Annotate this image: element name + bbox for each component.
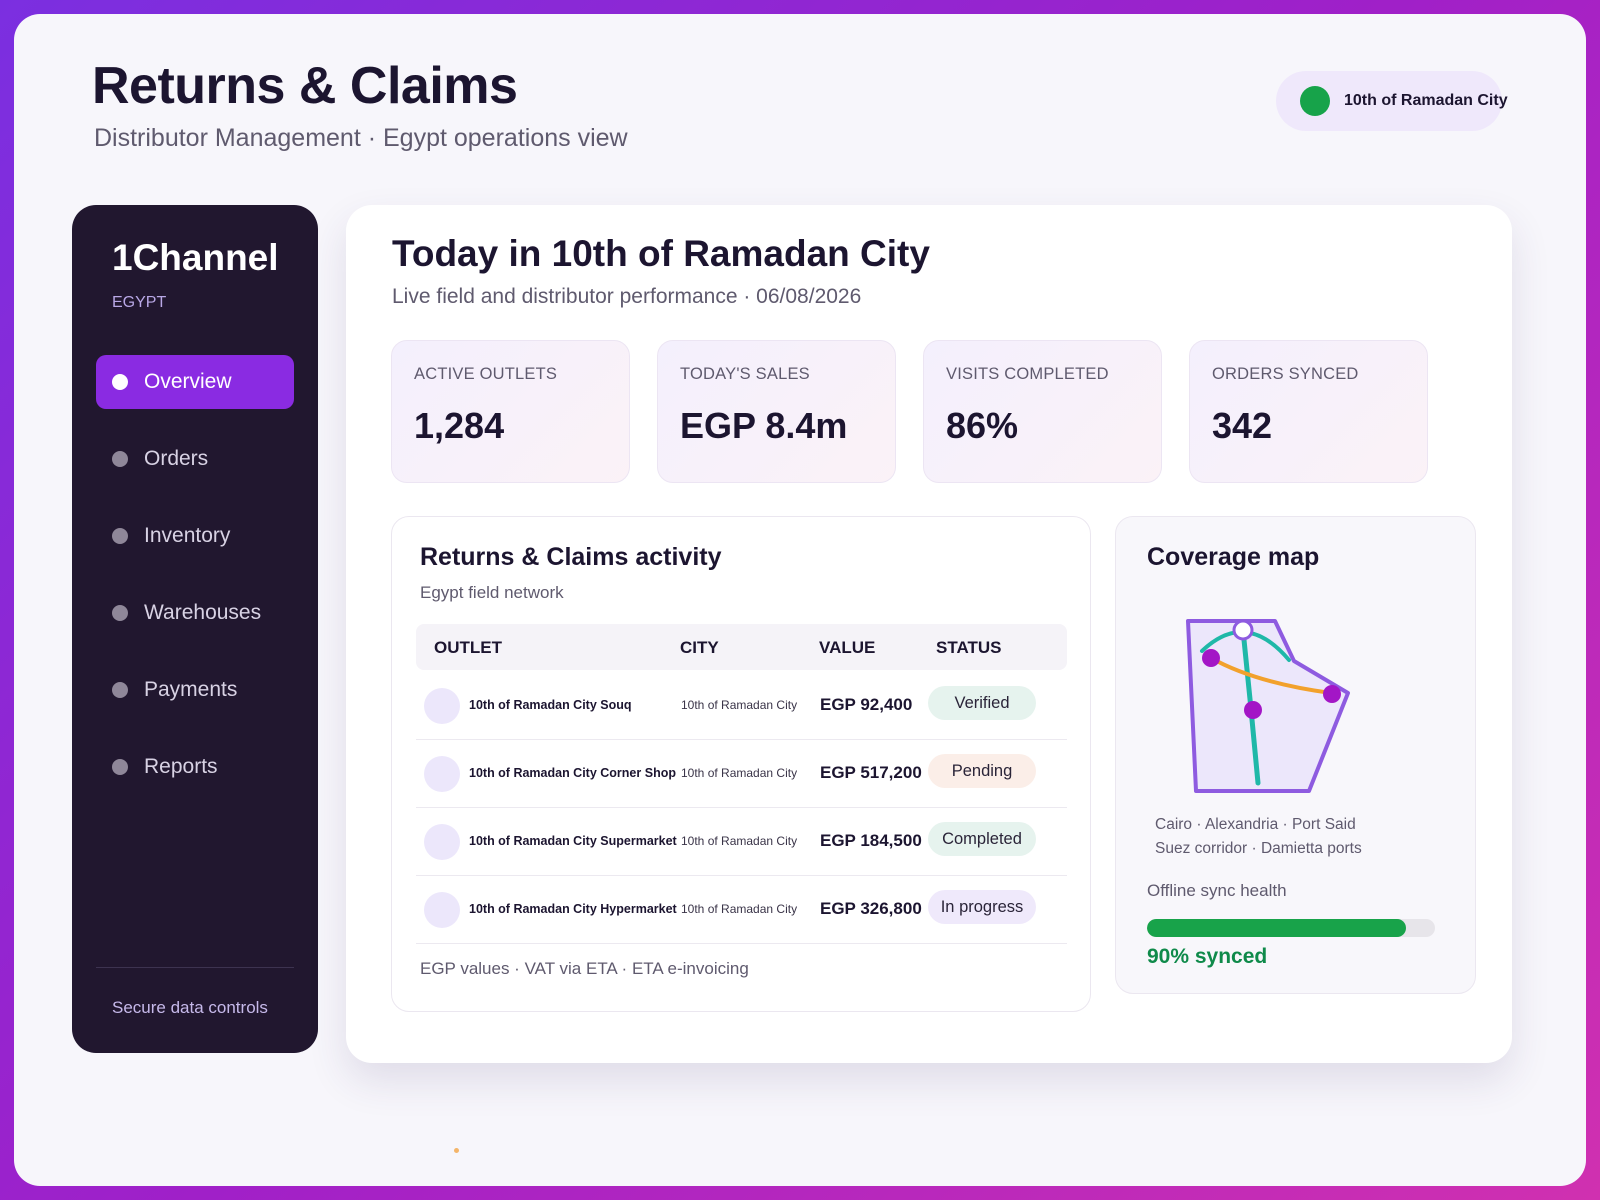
outlet-value: EGP 92,400 xyxy=(820,695,913,714)
sidebar-item-label: Inventory xyxy=(144,524,231,547)
kpi-card-visits-completed: VISITS COMPLETED 86% xyxy=(923,340,1162,483)
sidebar-item-inventory[interactable]: Inventory xyxy=(96,509,294,563)
kpi-row: ACTIVE OUTLETS 1,284 TODAY'S SALES EGP 8… xyxy=(391,340,1455,483)
outlet-name: 10th of Ramadan City Corner Shop xyxy=(469,766,676,780)
table-row[interactable]: 10th of Ramadan City Corner Shop 10th of… xyxy=(416,740,1067,808)
sidebar-item-label: Overview xyxy=(144,370,232,393)
activity-subtitle: Egypt field network xyxy=(420,583,564,602)
returns-claims-activity-panel: Returns & Claims activity Egypt field ne… xyxy=(391,516,1091,1012)
coverage-map-icon[interactable] xyxy=(1176,613,1376,803)
outlet-value: EGP 184,500 xyxy=(820,831,922,850)
coverage-city-list: Cairo · Alexandria · Port Said Suez corr… xyxy=(1155,813,1362,861)
outlet-avatar xyxy=(424,756,460,792)
brand-logo: 1Channel xyxy=(112,237,279,278)
sidebar: 1Channel EGYPT Overview Orders Inventory… xyxy=(72,205,318,1053)
page-title: Returns & Claims xyxy=(92,57,518,115)
column-header-status[interactable]: STATUS xyxy=(936,638,1002,657)
kpi-label: ORDERS SYNCED xyxy=(1212,365,1359,383)
bullet-icon xyxy=(112,451,128,467)
bullet-icon xyxy=(112,528,128,544)
bullet-icon xyxy=(112,759,128,775)
sidebar-item-payments[interactable]: Payments xyxy=(96,663,294,717)
bullet-icon xyxy=(112,374,128,390)
status-badge: Completed xyxy=(928,822,1036,856)
column-header-value[interactable]: VALUE xyxy=(819,638,876,657)
activity-footer-note: EGP values · VAT via ETA · ETA e-invoici… xyxy=(420,959,749,978)
table-row[interactable]: 10th of Ramadan City Hypermarket 10th of… xyxy=(416,876,1067,944)
sidebar-nav: Overview Orders Inventory Warehouses Pay… xyxy=(96,355,294,817)
outlet-name: 10th of Ramadan City Supermarket xyxy=(469,834,677,848)
kpi-label: ACTIVE OUTLETS xyxy=(414,365,558,383)
outlet-name: 10th of Ramadan City Hypermarket xyxy=(469,902,677,916)
outlet-avatar xyxy=(424,892,460,928)
coverage-cities-line: Suez corridor · Damietta ports xyxy=(1155,840,1362,857)
sidebar-item-label: Payments xyxy=(144,678,238,701)
kpi-card-todays-sales: TODAY'S SALES EGP 8.4m xyxy=(657,340,896,483)
secure-data-controls-link[interactable]: Secure data controls xyxy=(112,998,268,1017)
outlet-name: 10th of Ramadan City Souq xyxy=(469,698,632,712)
table-row[interactable]: 10th of Ramadan City Supermarket 10th of… xyxy=(416,808,1067,876)
decorative-dot xyxy=(454,1148,459,1153)
main-card: Today in 10th of Ramadan City Live field… xyxy=(346,205,1512,1063)
bullet-icon xyxy=(112,605,128,621)
app-frame: Returns & Claims Distributor Management … xyxy=(14,14,1586,1186)
outlet-value: EGP 517,200 xyxy=(820,763,922,782)
bullet-icon xyxy=(112,682,128,698)
kpi-label: VISITS COMPLETED xyxy=(946,365,1109,383)
table-header: OUTLET CITY VALUE STATUS xyxy=(416,624,1067,670)
sidebar-item-overview[interactable]: Overview xyxy=(96,355,294,409)
status-badge: In progress xyxy=(928,890,1036,924)
outlet-city: 10th of Ramadan City xyxy=(681,902,798,916)
status-badge: Pending xyxy=(928,754,1036,788)
kpi-value: 86% xyxy=(946,405,1019,446)
outlet-avatar xyxy=(424,824,460,860)
activity-title: Returns & Claims activity xyxy=(420,543,722,571)
location-label: 10th of Ramadan City xyxy=(1344,92,1508,109)
location-selector[interactable]: 10th of Ramadan City xyxy=(1276,71,1508,131)
brand-country: EGYPT xyxy=(112,294,167,311)
sidebar-item-orders[interactable]: Orders xyxy=(96,432,294,486)
outlet-city: 10th of Ramadan City xyxy=(681,766,798,780)
kpi-label: TODAY'S SALES xyxy=(680,365,810,383)
kpi-value: EGP 8.4m xyxy=(680,405,848,446)
sync-percentage: 90% synced xyxy=(1147,945,1268,968)
column-header-outlet[interactable]: OUTLET xyxy=(434,638,502,657)
outlet-city: 10th of Ramadan City xyxy=(681,698,798,712)
table-row[interactable]: 10th of Ramadan City Souq 10th of Ramada… xyxy=(416,672,1067,740)
kpi-card-active-outlets: ACTIVE OUTLETS 1,284 xyxy=(391,340,630,483)
kpi-value: 1,284 xyxy=(414,405,505,446)
page-subtitle: Distributor Management · Egypt operation… xyxy=(94,124,628,152)
sidebar-item-warehouses[interactable]: Warehouses xyxy=(96,586,294,640)
coverage-cities-line: Cairo · Alexandria · Port Said xyxy=(1155,816,1356,833)
outlet-value: EGP 326,800 xyxy=(820,899,922,918)
kpi-card-orders-synced: ORDERS SYNCED 342 xyxy=(1189,340,1428,483)
dashboard-subtitle: Live field and distributor performance ·… xyxy=(392,285,862,308)
coverage-title: Coverage map xyxy=(1147,543,1320,571)
outlet-city: 10th of Ramadan City xyxy=(681,834,798,848)
location-status-dot-icon xyxy=(1300,86,1330,116)
sync-progress-fill xyxy=(1147,919,1407,937)
coverage-map-panel: Coverage map Cairo · Alexandria · Port S… xyxy=(1115,516,1476,994)
dashboard-title: Today in 10th of Ramadan City xyxy=(392,233,930,274)
sync-progress-bar xyxy=(1147,919,1435,937)
sidebar-item-label: Warehouses xyxy=(144,601,262,624)
outlet-avatar xyxy=(424,688,460,724)
sidebar-item-label: Orders xyxy=(144,447,209,470)
sidebar-item-reports[interactable]: Reports xyxy=(96,740,294,794)
kpi-value: 342 xyxy=(1212,405,1273,446)
sidebar-divider xyxy=(96,967,294,968)
sync-health-label: Offline sync health xyxy=(1147,881,1287,900)
sidebar-item-label: Reports xyxy=(144,755,218,778)
status-badge: Verified xyxy=(928,686,1036,720)
column-header-city[interactable]: CITY xyxy=(680,638,719,657)
